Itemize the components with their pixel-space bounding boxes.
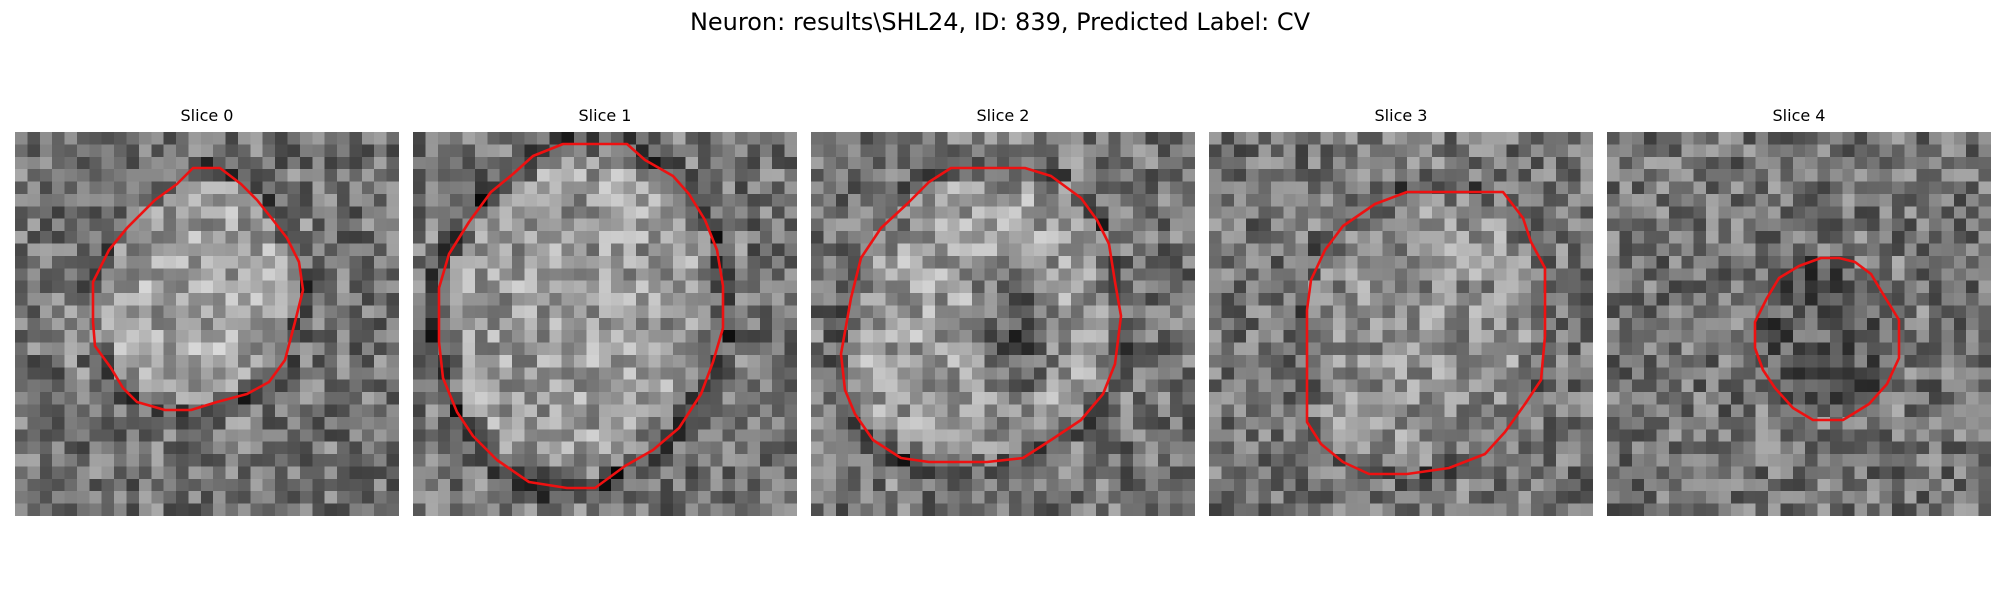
slice-image	[413, 132, 797, 516]
slice-panel-2: Slice 2	[811, 106, 1195, 516]
slice-title: Slice 1	[578, 106, 632, 125]
slice-panel-3: Slice 3	[1209, 106, 1593, 516]
slice-image	[811, 132, 1195, 516]
neuron-outline	[839, 166, 1123, 464]
slice-image	[1209, 132, 1593, 516]
neuron-outline	[91, 166, 305, 412]
slice-title: Slice 0	[180, 106, 234, 125]
slice-title: Slice 4	[1772, 106, 1826, 125]
slice-panel-0: Slice 0	[15, 106, 399, 516]
neuron-outline	[1305, 190, 1547, 476]
slice-image	[15, 132, 399, 516]
slice-image	[1607, 132, 1991, 516]
slice-title: Slice 3	[1374, 106, 1428, 125]
slice-panel-4: Slice 4	[1607, 106, 1991, 516]
neuron-outline	[437, 142, 725, 490]
neuron-outline	[1753, 256, 1901, 422]
figure-title: Neuron: results\SHL24, ID: 839, Predicte…	[689, 8, 1311, 36]
slice-title: Slice 2	[976, 106, 1030, 125]
slice-panel-1: Slice 1	[413, 106, 797, 516]
